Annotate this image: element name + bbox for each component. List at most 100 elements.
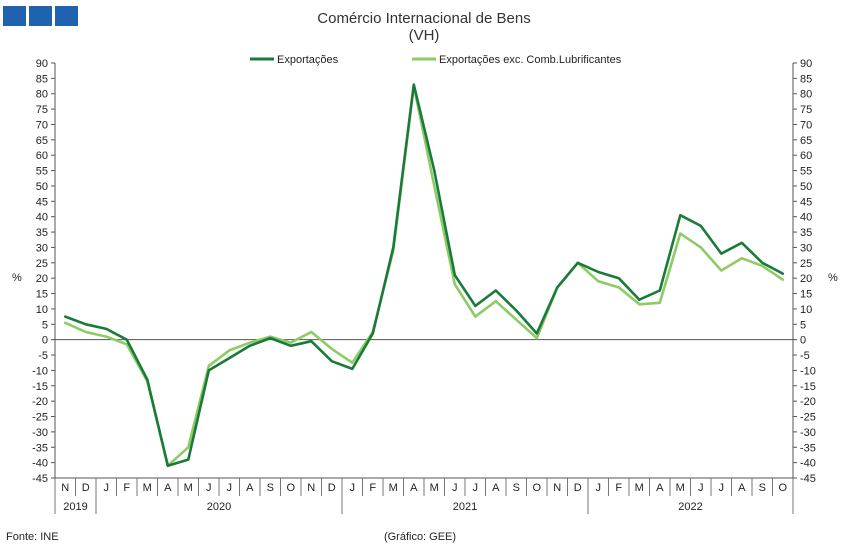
y-tick-label-right: 55 [800, 166, 812, 178]
y-tick-label-left: 50 [36, 181, 48, 193]
y-tick-label-right: 40 [800, 212, 812, 224]
legend-label-0: Exportações [277, 54, 339, 66]
y-tick-label-right: 0 [800, 335, 806, 347]
y-tick-label-left: 35 [36, 227, 48, 239]
y-tick-label-right: 35 [800, 227, 812, 239]
y-tick-label-left: 5 [42, 319, 48, 331]
x-tick-label-month: A [164, 482, 172, 494]
x-tick-label-month: N [61, 482, 69, 494]
y-tick-label-left: 90 [36, 58, 48, 70]
y-tick-label-right: -45 [800, 473, 816, 485]
x-tick-label-month: M [430, 482, 439, 494]
y-tick-label-left: 45 [36, 196, 48, 208]
logo [3, 6, 78, 26]
x-tick-label-month: F [615, 482, 622, 494]
x-tick-label-month: D [328, 482, 336, 494]
x-tick-label-month: J [227, 482, 233, 494]
legend: Exportações Exportações exc. Comb.Lubrifi… [250, 54, 622, 66]
y-tick-label-left: -20 [32, 396, 48, 408]
x-tick-label-month: S [267, 482, 274, 494]
x-tick-label-year: 2019 [63, 501, 87, 513]
x-tick-label-month: D [82, 482, 90, 494]
series-line-1 [64, 84, 785, 468]
x-tick-label-month: O [778, 482, 787, 494]
x-tick-label-month: M [676, 482, 685, 494]
y-tick-label-right: 65 [800, 135, 812, 147]
y-tick-label-right: -40 [800, 458, 816, 470]
credit-note: (Gráfico: GEE) [384, 531, 456, 543]
x-tick-label-month: N [307, 482, 315, 494]
y-tick-label-left: 25 [36, 258, 48, 270]
x-tick-label-month: A [656, 482, 664, 494]
y-tick-label-right: 50 [800, 181, 812, 193]
x-tick-label-month: J [350, 482, 356, 494]
y-tick-label-left: 85 [36, 73, 48, 85]
chart-title: Comércio Internacional de Bens [317, 10, 530, 27]
x-tick-label-year: 2022 [678, 501, 702, 513]
x-tick-label-month: J [719, 482, 725, 494]
y-tick-label-right: 30 [800, 242, 812, 254]
x-tick-label-month: F [123, 482, 130, 494]
y-axis-label-right: % [828, 272, 838, 284]
x-tick-label-month: J [596, 482, 602, 494]
x-tick-label-month: A [246, 482, 254, 494]
logo-block-1 [3, 6, 26, 26]
y-tick-label-left: -5 [38, 350, 48, 362]
y-tick-label-left: 20 [36, 273, 48, 285]
y-tick-label-right: 10 [800, 304, 812, 316]
x-tick-label-month: M [389, 482, 398, 494]
legend-label-1: Exportações exc. Comb.Lubrificantes [439, 54, 622, 66]
y-tick-label-right: 20 [800, 273, 812, 285]
x-tick-label-month: M [143, 482, 152, 494]
y-tick-label-right: 85 [800, 73, 812, 85]
x-tick-label-month: O [532, 482, 541, 494]
y-tick-label-right: 80 [800, 89, 812, 101]
x-tick-label-month: J [206, 482, 212, 494]
y-tick-label-left: 75 [36, 104, 48, 116]
x-tick-label-month: A [410, 482, 418, 494]
chart-subtitle: (VH) [409, 27, 440, 44]
y-tick-label-right: 75 [800, 104, 812, 116]
y-tick-label-left: -35 [32, 442, 48, 454]
x-tick-label-month: A [492, 482, 500, 494]
logo-block-2 [29, 6, 52, 26]
x-tick-label-year: 2020 [207, 501, 231, 513]
y-tick-label-right: 60 [800, 150, 812, 162]
y-tick-label-left: 15 [36, 289, 48, 301]
x-tick-label-year: 2021 [453, 501, 477, 513]
y-tick-label-right: 90 [800, 58, 812, 70]
x-tick-label-month: O [286, 482, 295, 494]
y-tick-label-left: -30 [32, 427, 48, 439]
y-tick-label-left: -45 [32, 473, 48, 485]
axes: -45 -45 -40 -40 -35 -35 -30 -30 -25 -25 -20 -20 -15 -… [32, 58, 816, 514]
y-tick-label-left: 0 [42, 335, 48, 347]
y-tick-label-right: -35 [800, 442, 816, 454]
source-note: Fonte: INE [6, 531, 59, 543]
x-tick-label-month: M [635, 482, 644, 494]
series-line-0 [64, 83, 785, 468]
y-tick-label-left: 30 [36, 242, 48, 254]
series-lines [64, 83, 785, 468]
y-tick-label-left: 65 [36, 135, 48, 147]
x-tick-label-month: S [513, 482, 520, 494]
y-tick-label-left: 80 [36, 89, 48, 101]
y-tick-label-right: -20 [800, 396, 816, 408]
y-tick-label-left: -15 [32, 381, 48, 393]
y-axis-label-left: % [12, 272, 22, 284]
y-tick-label-right: 25 [800, 258, 812, 270]
y-tick-label-right: 5 [800, 319, 806, 331]
x-tick-label-month: N [553, 482, 561, 494]
x-tick-label-month: S [759, 482, 766, 494]
y-tick-label-right: 45 [800, 196, 812, 208]
y-tick-label-left: 55 [36, 166, 48, 178]
y-tick-label-right: -5 [800, 350, 810, 362]
x-tick-label-month: J [452, 482, 458, 494]
y-tick-label-left: 10 [36, 304, 48, 316]
y-tick-label-right: -10 [800, 365, 816, 377]
y-tick-label-right: -25 [800, 412, 816, 424]
x-tick-label-month: F [369, 482, 376, 494]
x-tick-label-month: M [184, 482, 193, 494]
x-tick-label-month: D [574, 482, 582, 494]
y-tick-label-left: -10 [32, 365, 48, 377]
